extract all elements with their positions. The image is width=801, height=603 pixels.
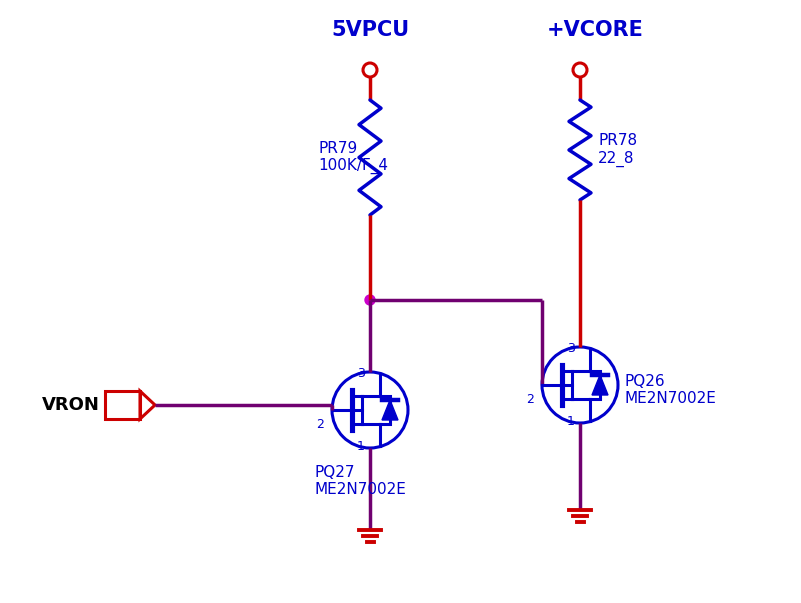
Polygon shape [382, 400, 398, 420]
Text: VRON: VRON [42, 396, 100, 414]
Text: 2: 2 [316, 418, 324, 431]
Circle shape [365, 295, 375, 305]
Polygon shape [592, 375, 608, 395]
Text: PR78
22_8: PR78 22_8 [598, 133, 637, 167]
Text: PQ26
ME2N7002E: PQ26 ME2N7002E [625, 374, 717, 406]
Text: 1: 1 [567, 415, 575, 428]
Text: 5VPCU: 5VPCU [331, 20, 409, 40]
Text: PQ27
ME2N7002E: PQ27 ME2N7002E [315, 465, 407, 497]
Text: 3: 3 [357, 367, 365, 380]
Text: 2: 2 [526, 393, 534, 406]
Text: 1: 1 [357, 440, 365, 453]
Text: PR79
100K/F_4: PR79 100K/F_4 [318, 140, 388, 174]
Text: 3: 3 [567, 342, 575, 355]
Text: +VCORE: +VCORE [546, 20, 643, 40]
